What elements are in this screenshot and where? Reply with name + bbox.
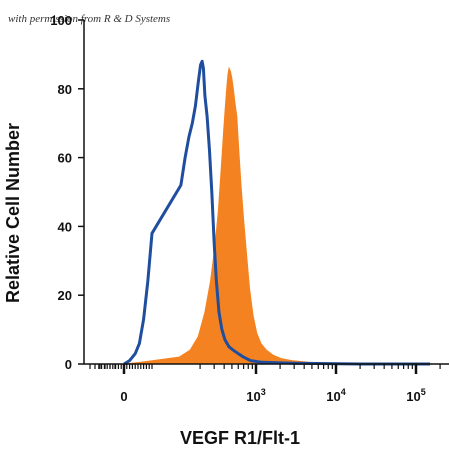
y-tick-label: 20 [58,288,72,303]
y-tick-label: 80 [58,82,72,97]
x-axis-ticks: 0 103 104 105 [89,364,441,404]
x-tick-label: 104 [326,387,345,404]
x-axis-title: VEGF R1/Flt-1 [180,428,300,448]
plot-area [123,59,431,366]
y-tick-label: 40 [58,219,72,234]
y-tick-label: 0 [65,357,72,372]
y-axis-title: Relative Cell Number [3,123,23,303]
x-tick-label: 105 [406,387,425,404]
y-tick-label: 100 [50,13,72,28]
orange-histogram-area [123,66,431,365]
blue-histogram-line [123,59,431,366]
y-axis-ticks: 0 20 40 60 80 100 [50,13,84,372]
y-tick-label: 60 [58,151,72,166]
watermark-text: with permission from R & D Systems [8,13,170,25]
x-tick-label: 103 [246,387,265,404]
x-tick-label: 0 [120,389,127,404]
